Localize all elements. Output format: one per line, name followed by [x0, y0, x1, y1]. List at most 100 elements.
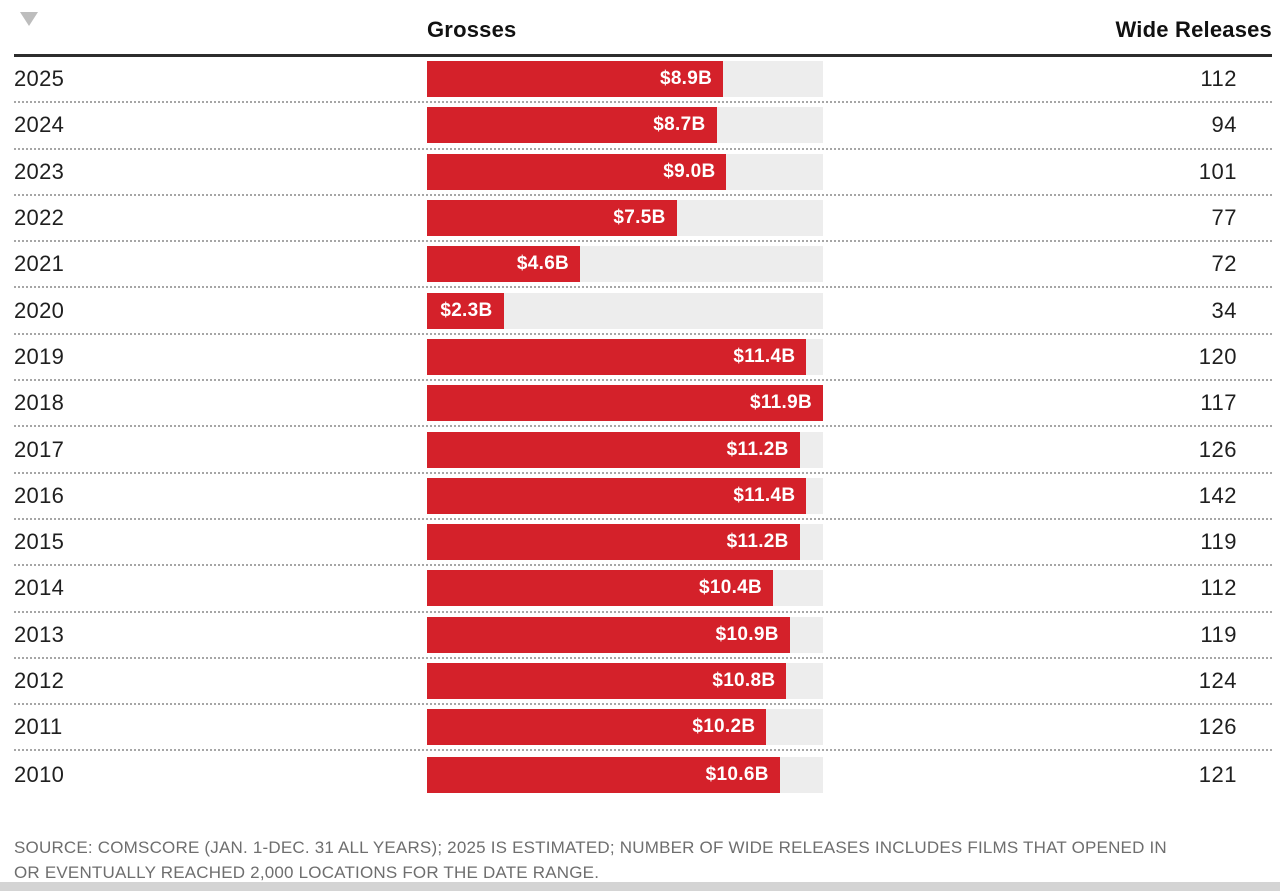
gross-bar-label: $11.4B — [733, 484, 796, 506]
year-label: 2010 — [14, 761, 65, 787]
gross-bar: $8.9B — [427, 61, 724, 98]
wide-releases-value: 112 — [1200, 575, 1237, 601]
wide-releases-value: 119 — [1200, 529, 1237, 555]
gross-bar-track: $10.6B — [427, 756, 823, 793]
wide-releases-value: 112 — [1200, 66, 1237, 92]
gross-bar-label: $10.9B — [715, 623, 779, 645]
gross-bar-label: $7.5B — [613, 207, 666, 229]
wide-releases-value: 124 — [1198, 668, 1237, 693]
year-label: 2018 — [14, 390, 65, 416]
wide-releases-value: 72 — [1211, 251, 1237, 277]
gross-bar: $4.6B — [427, 246, 581, 283]
table-row: 2013 $10.9B 119 — [14, 613, 1272, 659]
bottom-divider — [0, 882, 1280, 891]
gross-bar-label: $10.8B — [712, 670, 776, 691]
gross-bar: $11.4B — [427, 477, 807, 514]
wide-releases-column-header: Wide Releases — [823, 17, 1272, 43]
gross-bar-label: $9.0B — [663, 160, 716, 182]
gross-bar: $11.9B — [427, 385, 823, 422]
table-row: 2022 $7.5B 77 — [14, 196, 1272, 243]
table-row: 2025 $8.9B 112 — [14, 57, 1272, 104]
gross-bar-track: $11.9B — [427, 385, 823, 422]
year-label: 2016 — [14, 482, 65, 508]
gross-bar: $8.7B — [427, 107, 717, 144]
gross-bar-label: $8.7B — [653, 114, 706, 136]
table-body: 2025 $8.9B 112 2024 $8.7B 94 2023 — [14, 57, 1272, 798]
table-row: 2023 $9.0B 101 — [14, 150, 1272, 196]
year-label: 2021 — [14, 251, 65, 277]
gross-bar-label: $11.2B — [726, 438, 789, 460]
year-column-header — [14, 12, 427, 43]
gross-bar-label: $8.9B — [659, 68, 713, 90]
table-row: 2010 $10.6B 121 — [14, 751, 1272, 797]
gross-bar-label: $11.2B — [726, 531, 789, 553]
table-row: 2017 $11.2B 126 — [14, 427, 1272, 474]
gross-bar-label: $4.6B — [516, 253, 570, 275]
wide-releases-value: 34 — [1211, 297, 1237, 323]
table-row: 2024 $8.7B 94 — [14, 103, 1272, 150]
gross-bar: $10.2B — [427, 709, 767, 746]
grosses-column-header: Grosses — [427, 17, 823, 43]
gross-bar-track: $10.9B — [427, 616, 823, 653]
wide-releases-value: 94 — [1211, 112, 1237, 138]
gross-bar-label: $10.4B — [698, 577, 763, 599]
gross-bar: $9.0B — [427, 153, 727, 190]
year-label: 2015 — [14, 529, 65, 555]
year-label: 2013 — [14, 621, 65, 647]
table-header-row: Grosses Wide Releases — [14, 0, 1272, 57]
gross-bar-label: $10.2B — [692, 716, 756, 738]
table-row: 2018 $11.9B 117 — [14, 381, 1272, 428]
wide-releases-value: 126 — [1198, 714, 1237, 740]
wide-releases-value: 117 — [1200, 390, 1237, 416]
gross-bar: $11.4B — [427, 338, 807, 375]
year-label: 2019 — [14, 343, 65, 369]
gross-bar: $7.5B — [427, 200, 677, 237]
gross-bar-label: $2.3B — [440, 299, 493, 321]
table-row: 2021 $4.6B 72 — [14, 242, 1272, 289]
gross-bar: $10.6B — [427, 756, 780, 793]
gross-bar: $2.3B — [427, 292, 504, 329]
year-label: 2023 — [14, 158, 65, 184]
gross-bar: $11.2B — [427, 524, 800, 561]
table-row: 2011 $10.2B 126 — [14, 705, 1272, 752]
gross-bar-track: $8.9B — [427, 61, 823, 98]
year-label: 2025 — [14, 66, 65, 92]
grosses-header-label: Grosses — [427, 17, 517, 42]
gross-bar-track: $2.3B — [427, 292, 823, 329]
gross-bar: $10.4B — [427, 570, 774, 607]
gross-bar-track: $10.8B — [427, 663, 823, 699]
gross-bar-track: $4.6B — [427, 246, 823, 283]
wide-releases-value: 101 — [1198, 158, 1237, 184]
wide-releases-value: 126 — [1198, 436, 1237, 462]
year-label: 2012 — [14, 668, 65, 693]
table-row: 2014 $10.4B 112 — [14, 566, 1272, 613]
table-row: 2015 $11.2B 119 — [14, 520, 1272, 567]
gross-bar-track: $8.7B — [427, 107, 823, 144]
sort-descending-icon — [20, 12, 38, 26]
wide-releases-value: 77 — [1211, 205, 1237, 231]
source-note: SOURCE: COMSCORE (JAN. 1-DEC. 31 ALL YEA… — [14, 837, 1167, 882]
gross-bar-track: $11.4B — [427, 477, 823, 514]
wide-releases-value: 121 — [1198, 761, 1237, 787]
wide-releases-header-label: Wide Releases — [1115, 17, 1272, 42]
gross-bar-track: $10.2B — [427, 709, 823, 746]
gross-bar-track: $10.4B — [427, 570, 823, 607]
gross-bar-track: $11.2B — [427, 431, 823, 468]
table-row: 2012 $10.8B 124 — [14, 659, 1272, 706]
grosses-table: Grosses Wide Releases 2025 $8.9B 112 202… — [14, 0, 1272, 798]
gross-bar: $10.9B — [427, 616, 790, 653]
gross-bar-track: $11.4B — [427, 338, 823, 375]
gross-bar-track: $9.0B — [427, 153, 823, 190]
year-label: 2014 — [14, 575, 65, 601]
year-label: 2011 — [14, 714, 63, 740]
table-row: 2020 $2.3B 34 — [14, 288, 1272, 335]
wide-releases-value: 119 — [1200, 621, 1237, 647]
gross-bar-label: $11.9B — [749, 392, 812, 414]
table-row: 2016 $11.4B 142 — [14, 474, 1272, 520]
year-label: 2020 — [14, 297, 65, 323]
year-label: 2022 — [14, 205, 65, 231]
wide-releases-value: 142 — [1198, 482, 1237, 508]
gross-bar-label: $10.6B — [705, 763, 769, 785]
gross-bar: $11.2B — [427, 431, 800, 468]
gross-bar-track: $7.5B — [427, 200, 823, 237]
